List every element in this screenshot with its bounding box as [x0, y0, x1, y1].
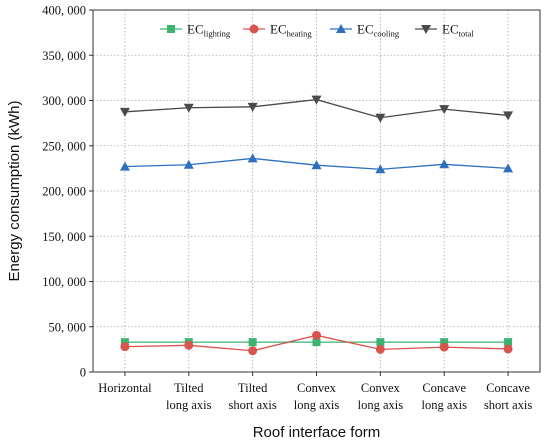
data-point-triangle-down: [503, 111, 514, 121]
x-tick-label: short axis: [229, 398, 277, 412]
data-point-triangle-up: [375, 164, 386, 174]
y-tick-label: 300, 000: [42, 94, 86, 108]
data-point-circle: [249, 24, 259, 34]
legend-label-cooling: ECcooling: [357, 22, 400, 39]
data-point-square: [376, 338, 385, 347]
y-axis-title: Energy consumption (kWh): [6, 101, 23, 282]
x-tick-label: Convex: [297, 381, 337, 395]
data-point-circle: [120, 342, 130, 352]
y-tick-label: 200, 000: [42, 185, 86, 199]
data-point-circle: [439, 342, 449, 352]
x-tick-label: long axis: [421, 398, 467, 412]
data-point-square: [504, 338, 513, 347]
data-point-triangle-up: [336, 24, 346, 33]
y-tick-label: 350, 000: [42, 49, 86, 63]
x-tick-label: Concave: [422, 381, 466, 395]
y-tick-label: 50, 000: [49, 320, 87, 334]
data-point-circle: [375, 344, 385, 354]
x-tick-label: long axis: [294, 398, 340, 412]
legend: EClighting ECheating ECcooling ECtotal: [160, 22, 474, 39]
x-tick-label: Horizontal: [98, 381, 152, 395]
x-tick-label: long axis: [166, 398, 212, 412]
data-point-square: [120, 338, 129, 347]
data-point-triangle-down: [439, 105, 450, 115]
data-point-square: [440, 338, 449, 347]
data-point-triangle-down: [247, 102, 258, 112]
data-point-triangle-up: [311, 160, 322, 170]
legend-label-heating: ECheating: [270, 22, 312, 39]
legend-label-lighting: EClighting: [187, 22, 231, 39]
data-point-triangle-down: [311, 95, 322, 105]
data-point-triangle-up: [247, 153, 258, 163]
series-cooling: [119, 153, 514, 174]
data-point-triangle-down: [119, 107, 130, 117]
axis-layer: 0 50, 000 100, 000 150, 000 200, 000 250, 000…: [42, 4, 532, 413]
data-point-triangle-up: [119, 161, 130, 171]
data-point-triangle-down: [421, 25, 431, 34]
y-tick-label: 0: [80, 366, 86, 380]
grid-layer: [93, 10, 540, 372]
y-tick-label: 100, 000: [42, 275, 86, 289]
data-point-circle: [184, 340, 194, 350]
series-total: [119, 95, 514, 123]
y-tick-label: 150, 000: [42, 230, 86, 244]
data-point-square: [312, 338, 321, 347]
x-tick-label: Convex: [361, 381, 401, 395]
data-point-triangle-up: [183, 159, 194, 169]
y-tick-label: 250, 000: [42, 139, 86, 153]
series-layer: [119, 95, 514, 356]
x-tick-label: long axis: [358, 398, 404, 412]
data-point-circle: [503, 344, 513, 354]
x-tick-label: Tilted: [238, 381, 268, 395]
x-tick-label: Tilted: [174, 381, 204, 395]
data-point-circle: [312, 330, 321, 340]
data-point-circle: [248, 346, 258, 356]
data-point-triangle-up: [503, 163, 514, 173]
legend-label-total: ECtotal: [442, 22, 474, 39]
data-point-square: [248, 338, 257, 347]
data-point-square: [167, 25, 175, 33]
data-point-triangle-up: [439, 159, 450, 169]
y-tick-label: 400, 000: [42, 4, 86, 18]
x-axis-title: Roof interface form: [253, 424, 381, 441]
data-point-triangle-down: [183, 103, 194, 113]
series-heating: [120, 330, 513, 356]
data-point-triangle-down: [375, 113, 386, 123]
x-tick-label: short axis: [484, 398, 532, 412]
x-tick-label: Concave: [486, 381, 530, 395]
